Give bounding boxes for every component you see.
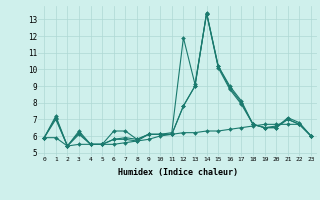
X-axis label: Humidex (Indice chaleur): Humidex (Indice chaleur) [118,168,238,177]
